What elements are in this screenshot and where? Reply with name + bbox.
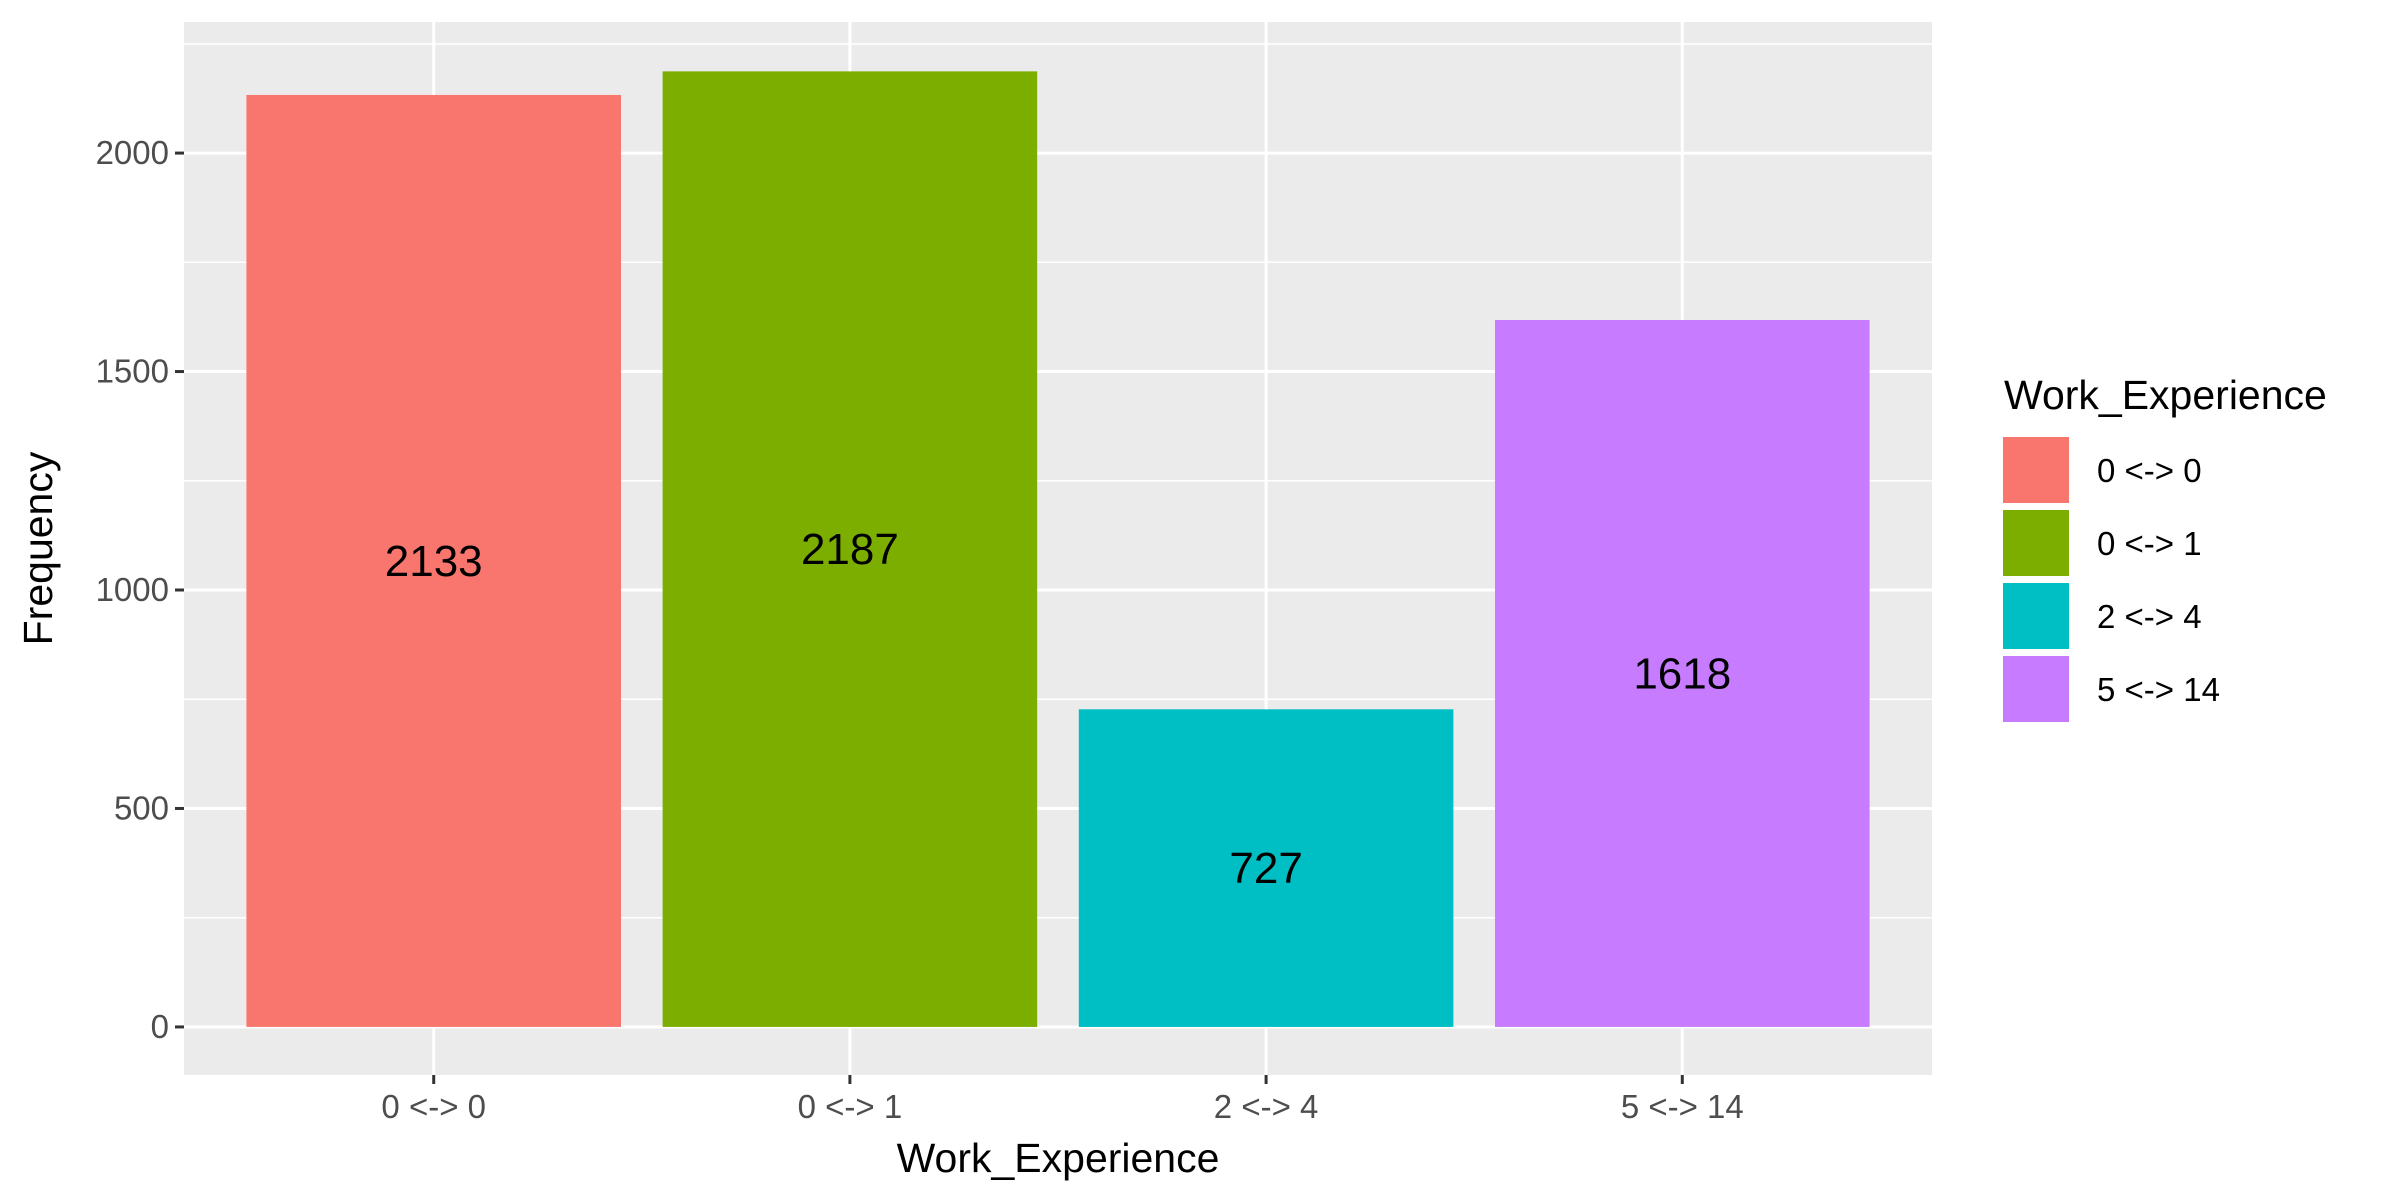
bar [1495,319,1870,1027]
bars [246,71,1870,1027]
x-tick-label: 0 <-> 0 [381,1088,486,1125]
legend-label: 0 <-> 1 [2097,525,2202,562]
data-labels: 2133 2187 727 1618 [385,525,1731,893]
x-axis-title: Work_Experience [897,1135,1220,1181]
legend-label: 0 <-> 0 [2097,452,2202,489]
y-axis: 0 500 1000 1500 2000 [96,134,184,1045]
y-tick-label: 500 [114,789,169,826]
bar [662,71,1038,1027]
data-label: 2187 [801,525,899,574]
data-label: 2133 [385,537,483,586]
legend-label: 2 <-> 4 [2097,598,2202,635]
data-label: 1618 [1633,649,1731,698]
legend-label: 5 <-> 14 [2097,671,2220,708]
bar [1078,709,1454,1027]
x-axis: 0 <-> 0 0 <-> 1 2 <-> 4 5 <-> 14 [381,1075,1744,1125]
legend-swatch [2001,435,2071,505]
legend-swatch [2001,508,2071,578]
y-axis-title: Frequency [15,451,61,645]
x-tick-label: 2 <-> 4 [1214,1088,1319,1125]
x-tick-label: 5 <-> 14 [1621,1088,1744,1125]
legend-title: Work_Experience [2004,372,2327,418]
legend-swatch [2001,654,2071,724]
y-tick-label: 2000 [96,134,169,171]
legend-swatch [2001,581,2071,651]
y-tick-label: 1500 [96,353,169,390]
legend: Work_Experience 0 <-> 0 0 <-> 1 2 <-> 4 5 <… [2001,372,2327,724]
data-label: 727 [1229,844,1302,893]
y-tick-label: 0 [151,1008,169,1045]
x-tick-label: 0 <-> 1 [798,1088,903,1125]
bar [246,94,621,1027]
y-tick-label: 1000 [96,571,169,608]
